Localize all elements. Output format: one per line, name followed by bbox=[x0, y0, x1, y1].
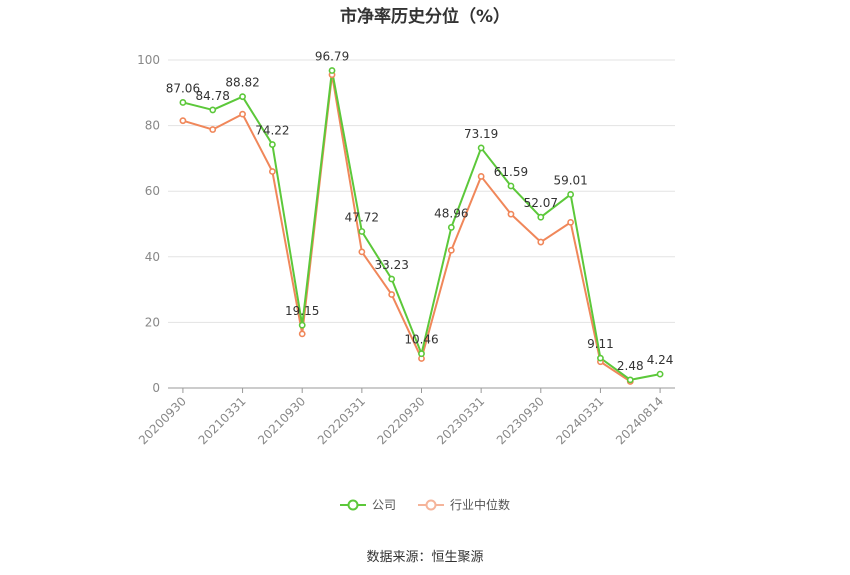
x-tick-label: 20240331 bbox=[553, 394, 606, 447]
data-point-company bbox=[418, 350, 425, 358]
legend-label-industry-median: 行业中位数 bbox=[450, 498, 511, 512]
series-points bbox=[179, 67, 664, 385]
data-point-company bbox=[477, 144, 485, 152]
data-label: 74.22 bbox=[255, 124, 289, 138]
data-point-company bbox=[537, 213, 545, 221]
data-label: 9.11 bbox=[587, 337, 614, 351]
data-point-company bbox=[567, 191, 575, 198]
data-point-industry-median bbox=[567, 218, 575, 226]
source-note: 数据来源：恒生聚源 bbox=[366, 550, 484, 565]
data-label: 59.01 bbox=[553, 173, 587, 187]
data-point-company bbox=[656, 370, 664, 378]
data-label: 87.06 bbox=[166, 81, 200, 95]
data-point-industry-median bbox=[209, 126, 217, 133]
data-point-company bbox=[209, 106, 217, 114]
y-tick-label: 80 bbox=[145, 119, 160, 133]
data-point-company bbox=[328, 67, 336, 74]
legend-item-company[interactable]: 公司 bbox=[339, 496, 396, 513]
data-point-industry-median bbox=[477, 173, 485, 180]
data-point-company bbox=[388, 275, 396, 283]
data-point-industry-median bbox=[239, 110, 246, 118]
x-tick-label: 20210331 bbox=[196, 394, 249, 447]
data-point-company bbox=[179, 99, 187, 106]
data-point-industry-median bbox=[179, 117, 187, 125]
data-label: 61.59 bbox=[494, 165, 528, 179]
legend-marker-industry-median bbox=[418, 499, 444, 510]
data-label: 96.79 bbox=[315, 50, 349, 64]
x-tick-label: 20240814 bbox=[613, 394, 666, 447]
data-label: 19.15 bbox=[285, 304, 319, 318]
y-tick-label: 100 bbox=[137, 53, 160, 67]
y-tick-label: 20 bbox=[145, 315, 160, 329]
chart-title: 市净率历史分位（%） bbox=[339, 7, 511, 27]
data-point-industry-median bbox=[268, 168, 276, 175]
data-point-company bbox=[358, 228, 366, 235]
data-point-industry-median bbox=[298, 330, 306, 338]
data-label: 48.96 bbox=[434, 206, 468, 220]
data-label: 84.78 bbox=[196, 89, 230, 103]
x-tick-label: 20230331 bbox=[434, 394, 487, 447]
x-tick-label: 20200930 bbox=[136, 394, 189, 447]
data-point-industry-median bbox=[537, 238, 545, 246]
data-label: 33.23 bbox=[374, 258, 408, 272]
data-point-industry-median bbox=[388, 291, 396, 298]
data-point-industry-median bbox=[447, 246, 455, 254]
data-point-company bbox=[597, 354, 604, 362]
data-label: 47.72 bbox=[345, 210, 379, 224]
series-line-industry-median bbox=[182, 73, 631, 383]
x-tick-label: 20220930 bbox=[375, 394, 428, 447]
x-tick-label: 20210930 bbox=[255, 394, 308, 447]
y-tick-label: 40 bbox=[145, 250, 160, 264]
data-label: 10.46 bbox=[404, 333, 438, 347]
legend: 公司 行业中位数 bbox=[0, 496, 850, 513]
data-label: 52.07 bbox=[524, 196, 558, 210]
data-point-company bbox=[268, 141, 276, 148]
data-label: 4.24 bbox=[647, 353, 674, 367]
y-tick-label: 60 bbox=[145, 184, 160, 198]
data-point-company bbox=[298, 321, 306, 329]
data-point-company bbox=[447, 224, 455, 231]
y-tick-label: 0 bbox=[152, 381, 160, 395]
grid-lines bbox=[168, 59, 675, 323]
data-point-company bbox=[507, 182, 515, 190]
data-label: 2.48 bbox=[617, 359, 644, 373]
legend-label-company: 公司 bbox=[371, 498, 396, 512]
x-tick-label: 20230930 bbox=[494, 394, 547, 447]
data-point-industry-median bbox=[507, 210, 515, 218]
legend-marker-company bbox=[339, 499, 366, 510]
data-point-company bbox=[626, 376, 634, 384]
legend-item-industry-median[interactable]: 行业中位数 bbox=[418, 496, 510, 513]
data-point-company bbox=[239, 93, 246, 101]
data-label: 88.82 bbox=[225, 76, 259, 90]
x-tick-label: 20220331 bbox=[315, 394, 368, 447]
data-point-industry-median bbox=[358, 248, 366, 256]
data-label: 73.19 bbox=[464, 127, 498, 141]
